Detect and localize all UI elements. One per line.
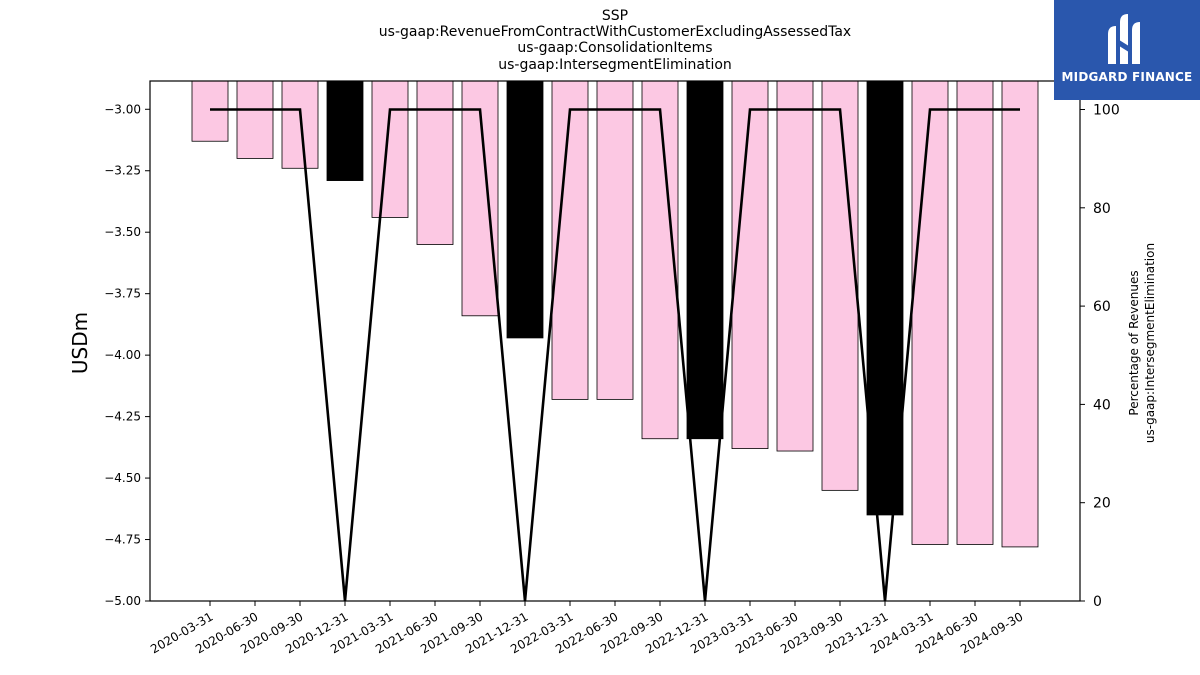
bar-2022-03-31: [551, 80, 589, 400]
brand-logo: MIDGARD FINANCE: [1054, 0, 1200, 100]
y-tick-label: −4.50: [104, 471, 141, 485]
bar-2024-03-31: [911, 80, 949, 545]
y-tick-label: −4.75: [104, 533, 141, 547]
y2-tick-label: 60: [1093, 299, 1111, 315]
title-line-4: us-gaap:IntersegmentElimination: [498, 57, 732, 73]
bar-2023-12-31: [866, 80, 904, 516]
title-line-2: us-gaap:RevenueFromContractWithCustomerE…: [379, 24, 851, 40]
bar-2020-03-31: [191, 80, 229, 142]
y-tick-label: −3.50: [104, 225, 141, 239]
bar-2020-06-30: [236, 80, 274, 159]
bar-2024-06-30: [956, 80, 994, 545]
logo-mark-icon: [1108, 14, 1140, 64]
bar-2021-06-30: [416, 80, 454, 245]
y2-tick-label: 100: [1093, 103, 1120, 119]
y2-tick-label: 20: [1093, 496, 1111, 512]
bar-2023-06-30: [776, 80, 814, 452]
y-tick-label: −5.00: [104, 594, 141, 608]
y-tick-label: −3.25: [104, 164, 141, 178]
bar-2021-03-31: [371, 80, 409, 218]
y-axis-left: −3.00 −3.25 −3.50 −3.75 −4.00 −4.25 −4.50 −4.75…: [104, 102, 150, 608]
y-axis-label: USDm: [68, 312, 92, 374]
y-axis-right: 0 20 40 60 80 100: [1080, 103, 1120, 610]
bar-2022-09-30: [641, 80, 679, 440]
bar-2023-09-30: [821, 80, 859, 491]
y2-tick-label: 80: [1093, 201, 1111, 217]
x-axis: 2020-03-312020-06-302020-09-302020-12-31…: [148, 601, 1026, 656]
y2-axis-label: Percentage of Revenues us-gaap:Intersegm…: [1127, 243, 1157, 443]
bar-2023-03-31: [731, 80, 769, 449]
logo-text: MIDGARD FINANCE: [1061, 70, 1193, 84]
y-tick-label: −4.00: [104, 348, 141, 362]
y2-tick-label: 40: [1093, 397, 1111, 413]
title-line-1: SSP: [602, 8, 628, 24]
y2-tick-label: 0: [1093, 594, 1102, 610]
bar-2020-12-31: [326, 80, 364, 181]
y2-axis-label-line-2: us-gaap:IntersegmentElimination: [1143, 243, 1157, 443]
y2-axis-label-line-1: Percentage of Revenues: [1127, 270, 1141, 415]
y-tick-label: −3.00: [104, 102, 141, 116]
y-tick-label: −4.25: [104, 410, 141, 424]
bar-2022-06-30: [596, 80, 634, 400]
chart-title: SSP us-gaap:RevenueFromContractWithCusto…: [379, 8, 851, 73]
y-tick-label: −3.75: [104, 287, 141, 301]
bar-2020-09-30: [281, 80, 319, 169]
title-line-3: us-gaap:ConsolidationItems: [517, 40, 712, 56]
bar-2024-09-30: [1001, 80, 1039, 548]
bar-2021-12-31: [506, 80, 544, 339]
bar-2022-12-31: [686, 80, 724, 440]
